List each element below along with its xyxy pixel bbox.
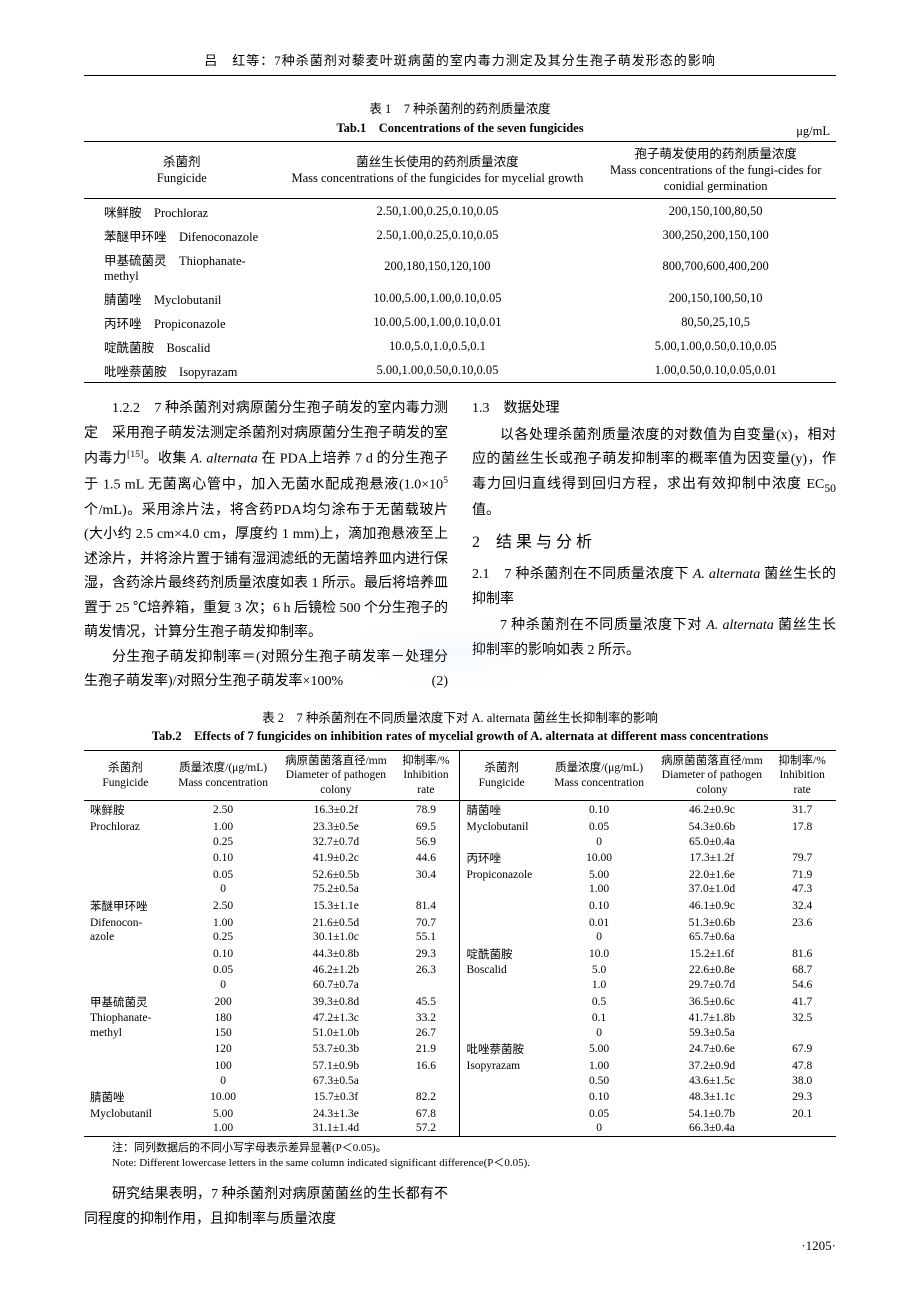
t2h3c2: 病原菌菌落直径/mm (661, 755, 763, 767)
t2h4c: 抑制率/% (402, 755, 449, 767)
table-row: 咪鲜胺 Prochloraz2.50,1.00,0.25,0.10,0.0520… (84, 199, 836, 224)
p4a: 7 种杀菌剂在不同质量浓度下对 (500, 618, 706, 633)
p3tail: 值。 (472, 503, 500, 518)
t2h3e: Diameter of pathogen colony (286, 769, 386, 795)
s21i: A. alternata (693, 567, 760, 582)
table-row: 0.0552.6±0.5b30.4Propiconazole5.0022.0±1… (84, 868, 836, 883)
t2h2e2: Mass concentration (554, 777, 644, 789)
t2cap-a: 表 2 7 种杀菌剂在不同质量浓度下对 (262, 711, 471, 725)
table-row: 丙环唑 Propiconazole10.00,5.00,1.00,0.10,0.… (84, 310, 836, 334)
table-row: methyl15051.0±1.0b26.7059.3±0.5a (84, 1026, 836, 1041)
fn-en: Note: Different lowercase letters in the… (112, 1157, 530, 1169)
table2: 杀菌剂 Fungicide 质量浓度/(μg/mL) Mass concentrat… (84, 750, 836, 1137)
table-row: Thiophanate-18047.2±1.3c33.20.141.7±1.8b… (84, 1011, 836, 1026)
table1-caption-en: Tab.1 Concentrations of the seven fungic… (336, 121, 583, 135)
fn-cn: 注：同列数据后的不同小写字母表示差异显著(P＜0.05)。 (112, 1142, 387, 1154)
table-row: 0.2532.7±0.7d56.9065.0±0.4a (84, 834, 836, 849)
table-row: azole0.2530.1±1.0c55.1065.7±0.6a (84, 930, 836, 945)
p1d: 个/mL)。采用涂片法，将含药PDA均匀涂布于无菌载玻片(大小约 2.5 cm×… (84, 503, 448, 641)
t1-h1-en: Fungicide (157, 171, 207, 185)
table-row: 0.1041.9±0.2c44.6丙环唑10.0017.3±1.2f79.7 (84, 849, 836, 868)
table-row: 0.0546.2±1.2b26.3Boscalid5.022.6±0.8e68.… (84, 963, 836, 978)
t2h4c2: 抑制率/% (779, 755, 826, 767)
table-row: 0.1044.3±0.8b29.3啶酰菌胺10.015.2±1.6f81.6 (84, 945, 836, 964)
t2h2c: 质量浓度/(μg/mL) (179, 762, 267, 774)
t1-h2-cn: 菌丝生长使用的药剂质量浓度 (356, 155, 519, 169)
p3: 以各处理杀菌剂质量浓度的对数值为自变量(x)，相对应的菌丝生长或孢子萌发抑制率的… (472, 428, 836, 492)
s21a: 2.1 7 种杀菌剂在不同质量浓度下 (472, 567, 693, 582)
p1ref: [15] (127, 449, 143, 460)
t2h1c2: 杀菌剂 (484, 762, 519, 774)
table-row: 1.0031.1±1.4d57.2066.3±0.4a (84, 1121, 836, 1136)
t2h2e: Mass concentration (178, 777, 268, 789)
para-1: 1.2.2 7 种杀菌剂对病原菌分生孢子萌发的室内毒力测定 采用孢子萌发法测定杀… (84, 397, 448, 645)
table-row: 苯醚甲环唑2.5015.3±1.1e81.40.1046.1±0.9c32.4 (84, 897, 836, 916)
table-row: 腈菌唑 Myclobutanil10.00,5.00,1.00,0.10,0.0… (84, 286, 836, 310)
running-header: 吕 红等：7种杀菌剂对藜麦叶斑病菌的室内毒力测定及其分生孢子萌发形态的影响 (84, 50, 836, 69)
bottom-text: 研究结果表明，7 种杀菌剂对病原菌菌丝的生长都有不同程度的抑制作用，且抑制率与质… (84, 1183, 836, 1232)
t2h1e: Fungicide (102, 777, 148, 789)
table-row: 甲基硫菌灵20039.3±0.8d45.50.536.5±0.6c41.7 (84, 992, 836, 1011)
t2h3e2: Diameter of pathogen colony (662, 769, 762, 795)
p1b: 。收集 (143, 452, 190, 467)
p1sup: 5 (443, 475, 448, 486)
p3sub: 50 (824, 482, 836, 495)
table-row: 10057.1±0.9b16.6Isopyrazam1.0037.2±0.9d4… (84, 1059, 836, 1074)
para-3: 以各处理杀菌剂质量浓度的对数值为自变量(x)，相对应的菌丝生长或孢子萌发抑制率的… (472, 424, 836, 524)
t2h1e2: Fungicide (479, 777, 525, 789)
t2cap-en: Tab.2 Effects of 7 fungicides on inhibit… (152, 729, 768, 743)
sec-2: 2 结 果 与 分 析 (472, 529, 836, 557)
sec13: 1.3 数据处理 (472, 401, 560, 416)
table-row: 075.2±0.5a1.0037.0±1.0d47.3 (84, 882, 836, 897)
sec-2-1: 2.1 7 种杀菌剂在不同质量浓度下 A. alternata 菌丝生长的抑制率 (472, 563, 836, 612)
t2h4e2: Inhibition rate (779, 769, 824, 795)
t1-h3-cn: 孢子萌发使用的药剂质量浓度 (634, 147, 797, 161)
t2cap-ital: A. alternata (471, 711, 529, 725)
bottom-para: 研究结果表明，7 种杀菌剂对病原菌菌丝的生长都有不同程度的抑制作用，且抑制率与质… (84, 1183, 448, 1232)
table-row: 咪鲜胺2.5016.3±0.2f78.9腈菌唑0.1046.2±0.9c31.7 (84, 801, 836, 820)
table-row: 060.7±0.7a1.029.7±0.7d54.6 (84, 978, 836, 993)
table-row: 啶酰菌胺 Boscalid10.0,5.0,1.0,0.5,0.15.00,1.… (84, 334, 836, 358)
header-rule (84, 75, 836, 76)
t2h1c: 杀菌剂 (108, 762, 143, 774)
t2h2c2: 质量浓度/(μg/mL) (555, 762, 643, 774)
table-row: 甲基硫菌灵 Thiophanate-methyl200,180,150,120,… (84, 247, 836, 286)
para-4: 7 种杀菌剂在不同质量浓度下对 A. alternata 菌丝生长抑制率的影响如… (472, 614, 836, 663)
table-row: Prochloraz1.0023.3±0.5e69.5Myclobutanil0… (84, 820, 836, 835)
table2-footnote: 注：同列数据后的不同小写字母表示差异显著(P＜0.05)。 Note: Diff… (84, 1141, 836, 1172)
table-row: Difenocon-1.0021.6±0.5d70.70.0151.3±0.6b… (84, 915, 836, 930)
t2h4e: Inhibition rate (403, 769, 448, 795)
table-row: 067.3±0.5a0.5043.6±1.5c38.0 (84, 1073, 836, 1088)
p2: 分生孢子萌发抑制率＝(对照分生孢子萌发率－处理分生孢子萌发率)/对照分生孢子萌发… (84, 650, 448, 690)
para-2: 分生孢子萌发抑制率＝(对照分生孢子萌发率－处理分生孢子萌发率)/对照分生孢子萌发… (84, 646, 448, 695)
table1: 杀菌剂 Fungicide 菌丝生长使用的药剂质量浓度 Mass concent… (84, 141, 836, 384)
eqnum: (2) (404, 670, 448, 695)
table2-caption: 表 2 7 种杀菌剂在不同质量浓度下对 A. alternata 菌丝生长抑制率… (84, 709, 836, 747)
t2h3c: 病原菌菌落直径/mm (285, 755, 387, 767)
table-row: 吡唑萘菌胺 Isopyrazam5.00,1.00,0.50,0.10,0.05… (84, 358, 836, 383)
t1-h2-en: Mass concentrations of the fungicides fo… (291, 171, 583, 185)
t1-h1-cn: 杀菌剂 (163, 155, 201, 169)
table-row: 腈菌唑10.0015.7±0.3f82.20.1048.3±1.1c29.3 (84, 1088, 836, 1107)
page-number: ·1205· (84, 1238, 836, 1254)
table-row: Myclobutanil5.0024.3±1.3e67.80.0554.1±0.… (84, 1106, 836, 1121)
p4i: A. alternata (706, 618, 774, 633)
table-row: 苯醚甲环唑 Difenoconazole2.50,1.00,0.25,0.10,… (84, 223, 836, 247)
sec-1-3: 1.3 数据处理 (472, 397, 836, 422)
t1-h3-en: Mass concentrations of the fungi-cides f… (610, 163, 821, 193)
table1-caption-cn: 表 1 7 种杀菌剂的药剂质量浓度 (369, 102, 550, 116)
t2cap-b: 菌丝生长抑制率的影响 (530, 711, 658, 725)
p1ital: A. alternata (191, 452, 258, 467)
body-text: 1.2.2 7 种杀菌剂对病原菌分生孢子萌发的室内毒力测定 采用孢子萌发法测定杀… (84, 397, 836, 694)
table-row: 12053.7±0.3b21.9吡唑萘菌胺5.0024.7±0.6e67.9 (84, 1040, 836, 1059)
